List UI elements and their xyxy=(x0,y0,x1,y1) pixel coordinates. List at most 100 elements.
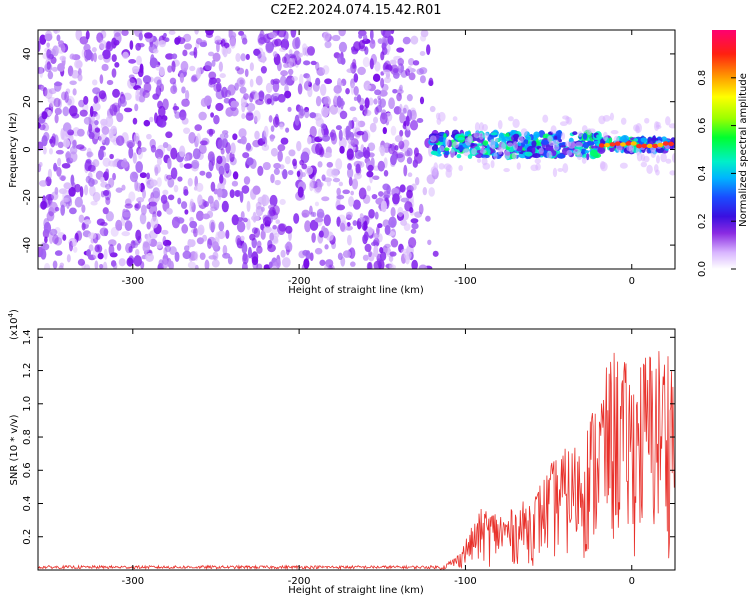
spectrogram-noise-blob xyxy=(195,182,204,192)
spectrogram-noise-blob xyxy=(428,80,434,87)
spectrogram-noise-blob xyxy=(388,216,397,228)
spectrogram-noise-blob xyxy=(208,219,216,232)
spectrogram-noise-blob xyxy=(89,105,94,118)
spectrogram-noise-blob xyxy=(230,100,239,108)
spectrogram-signal-blob xyxy=(540,139,550,145)
spectrogram-noise-blob xyxy=(318,230,324,238)
spectrogram-noise-blob xyxy=(382,69,391,75)
spectrogram-noise-blob xyxy=(277,223,286,236)
spectrogram-noise-blob xyxy=(346,148,354,160)
spectrogram-noise-blob xyxy=(169,246,177,255)
spectrogram-noise-blob xyxy=(162,235,167,246)
spectrogram-noise-blob xyxy=(306,74,311,86)
spectrogram-noise-blob xyxy=(161,258,169,269)
spectrogram-noise-blob xyxy=(196,210,204,222)
spectrogram-noise-blob xyxy=(408,72,416,81)
spectrogram-noise-blob xyxy=(314,136,323,143)
spectrogram-noise-blob xyxy=(352,220,358,227)
spectrogram-halo-blob xyxy=(512,118,520,128)
spectrogram-noise-blob xyxy=(279,47,286,52)
spectrogram-halo-blob xyxy=(430,166,438,176)
spectrogram-noise-blob xyxy=(402,36,411,45)
spectrogram-noise-blob xyxy=(373,98,378,105)
spectrogram-halo-blob xyxy=(671,152,675,163)
spectrogram-noise-blob xyxy=(249,93,254,103)
spectrogram-noise-blob xyxy=(44,236,48,244)
spectrogram-noise-blob xyxy=(224,133,229,139)
spectrogram-noise-blob xyxy=(325,259,334,268)
spectrogram-signal-blob xyxy=(582,132,588,140)
spectrogram-noise-blob xyxy=(61,197,70,203)
spectrogram-signal-blob xyxy=(486,144,490,150)
spectrogram-noise-blob xyxy=(373,264,378,269)
spectrogram-noise-blob xyxy=(62,234,67,241)
spectrogram-noise-blob xyxy=(306,45,316,56)
spectrogram-noise-blob xyxy=(39,34,47,45)
spectrogram-ytick-label: -40 xyxy=(22,237,33,253)
spectrogram-halo-blob xyxy=(429,135,437,143)
spectrogram-noise-blob xyxy=(304,220,311,233)
spectrogram-noise-blob xyxy=(133,255,142,267)
spectrogram-noise-blob xyxy=(105,115,114,128)
spectrogram-noise-blob xyxy=(205,171,212,179)
spectrogram-noise-blob xyxy=(387,35,394,45)
spectrogram-noise-blob xyxy=(253,115,258,125)
spectrogram-noise-blob xyxy=(308,81,312,88)
spectrogram-noise-blob xyxy=(70,174,75,186)
spectrogram-noise-blob xyxy=(403,223,411,232)
spectrogram-noise-blob xyxy=(240,33,247,41)
spectrogram-noise-blob xyxy=(362,56,370,68)
spectrogram-noise-blob xyxy=(336,187,341,196)
spectrogram-noise-blob xyxy=(342,189,350,195)
spectrogram-noise-blob xyxy=(199,41,208,48)
spectrogram-halo-blob xyxy=(479,145,485,150)
spectrogram-noise-blob xyxy=(136,146,142,155)
spectrogram-noise-blob xyxy=(276,60,282,72)
spectrogram-halo-blob xyxy=(577,131,583,138)
spectrogram-noise-blob xyxy=(85,49,93,61)
spectrogram-noise-blob xyxy=(71,240,76,247)
spectrogram-noise-blob xyxy=(184,43,193,50)
spectrogram-noise-blob xyxy=(398,140,405,150)
spectrogram-noise-blob xyxy=(406,156,413,165)
spectrogram-noise-blob xyxy=(52,234,59,245)
spectrogram-signal-blob xyxy=(572,131,578,136)
spectrogram-noise-blob xyxy=(92,87,101,95)
spectrogram-marks xyxy=(38,30,675,269)
spectrogram-noise-blob xyxy=(352,116,358,123)
spectrogram-peak-blob xyxy=(657,142,664,148)
spectrogram-signal-blob xyxy=(482,140,489,146)
spectrogram-noise-blob xyxy=(48,206,55,217)
spectrogram-noise-blob xyxy=(406,189,413,199)
spectrogram-noise-blob xyxy=(240,53,246,62)
spectrogram-noise-blob xyxy=(263,264,271,269)
spectrogram-noise-blob xyxy=(83,95,89,105)
spectrogram-noise-blob xyxy=(377,95,382,100)
spectrogram-noise-blob xyxy=(362,146,367,157)
spectrogram-noise-blob xyxy=(303,258,310,269)
spectrogram-noise-blob xyxy=(108,244,115,256)
spectrogram-noise-blob xyxy=(128,59,137,64)
spectrogram-noise-blob xyxy=(432,250,439,257)
spectrogram-noise-blob xyxy=(47,71,54,80)
spectrogram-peak-blob xyxy=(662,141,669,146)
spectrogram-noise-blob xyxy=(88,123,93,134)
spectrogram-noise-blob xyxy=(113,30,122,37)
spectrogram-noise-blob xyxy=(357,66,366,76)
spectrogram-halo-blob xyxy=(566,149,573,156)
spectrogram-halo-blob xyxy=(463,148,470,157)
spectrogram-noise-blob xyxy=(393,106,402,115)
spectrogram-halo-blob xyxy=(655,169,660,176)
spectrogram-signal-blob xyxy=(524,151,533,157)
spectrogram-peak-blob xyxy=(636,143,643,149)
spectrogram-noise-blob xyxy=(262,161,271,171)
spectrogram-noise-blob xyxy=(400,197,410,203)
spectrogram-noise-blob xyxy=(69,207,77,215)
spectrogram-signal-blob xyxy=(490,132,498,136)
spectrogram-noise-blob xyxy=(390,238,399,248)
spectrogram-noise-blob xyxy=(235,190,240,198)
spectrogram-noise-blob xyxy=(284,242,292,250)
spectrogram-noise-blob xyxy=(373,245,379,258)
spectrogram-noise-blob xyxy=(348,176,353,187)
spectrogram-noise-blob xyxy=(240,211,245,220)
